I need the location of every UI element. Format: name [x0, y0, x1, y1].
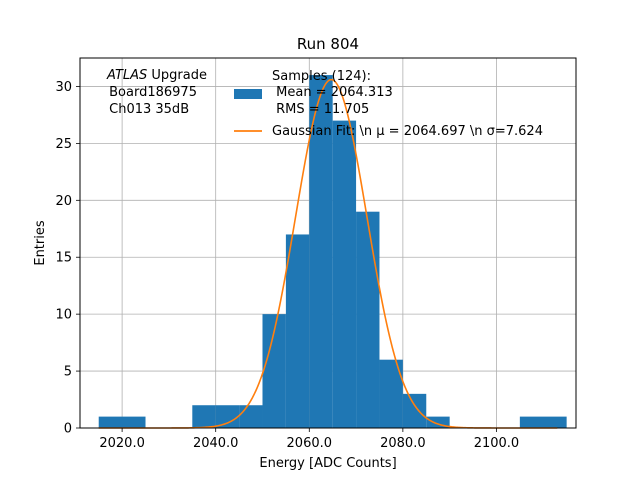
legend-gaussian-label: Gaussian Fit: \n μ = 2064.697 \n σ=7.624: [272, 124, 543, 139]
annotation-atlas: ATLAS: [106, 68, 147, 83]
histogram-bar: [215, 405, 240, 428]
y-axis-ticks: 0 5 10 15 20 25 30: [55, 80, 80, 437]
legend-samples-line-1: Samples (124):: [272, 69, 371, 84]
x-tick-label: 2020.0: [99, 436, 145, 451]
atlas-annotation: ATLAS Upgrade Board186975 Ch013 35dB: [105, 68, 207, 117]
plot-frame: [79, 57, 577, 429]
x-tick-label: 2040.0: [193, 436, 239, 451]
y-tick-label: 30: [55, 80, 72, 95]
histogram-bar: [285, 234, 310, 428]
x-axis-ticks: 2020.0 2040.0 2060.0 2080.0 2100.0: [99, 428, 519, 451]
y-tick-label: 10: [55, 308, 72, 323]
histogram-bar: [239, 405, 263, 428]
y-tick-label: 15: [55, 251, 72, 266]
x-tick-label: 2080.0: [380, 436, 426, 451]
y-tick-label: 25: [55, 137, 72, 152]
legend: Samples (124): Mean = 2064.313 RMS = 11.…: [234, 69, 543, 139]
histogram-bar: [356, 211, 380, 428]
annotation-line-3: Ch013 35dB: [105, 102, 189, 117]
annotation-line-2: Board186975: [105, 85, 197, 100]
y-tick-label: 5: [64, 365, 72, 380]
x-tick-label: 2060.0: [287, 436, 333, 451]
y-tick-label: 0: [64, 422, 72, 437]
annotation-upgrade: Upgrade: [147, 68, 207, 83]
x-tick-label: 2100.0: [474, 436, 520, 451]
histogram-bar: [332, 120, 357, 428]
histogram-bar: [426, 416, 450, 428]
annotation-line-1: ATLAS Upgrade: [106, 68, 207, 83]
histogram-bar: [192, 405, 216, 428]
legend-patch-samples: [234, 89, 262, 99]
legend-samples-line-2: Mean = 2064.313: [272, 85, 393, 100]
histogram-bar: [262, 314, 286, 428]
histogram-bars: [98, 75, 567, 429]
legend-samples-line-3: RMS = 11.705: [272, 102, 369, 117]
histogram-bar: [309, 75, 333, 429]
histogram-bar: [98, 416, 146, 428]
chart-title: Run 804: [297, 35, 359, 53]
x-axis-title: Energy [ADC Counts]: [259, 456, 396, 471]
histogram-bar: [519, 416, 567, 428]
y-axis-title: Entries: [33, 220, 48, 266]
histogram-bar: [379, 359, 403, 428]
y-tick-label: 20: [55, 194, 72, 209]
histogram-bar: [402, 393, 427, 428]
